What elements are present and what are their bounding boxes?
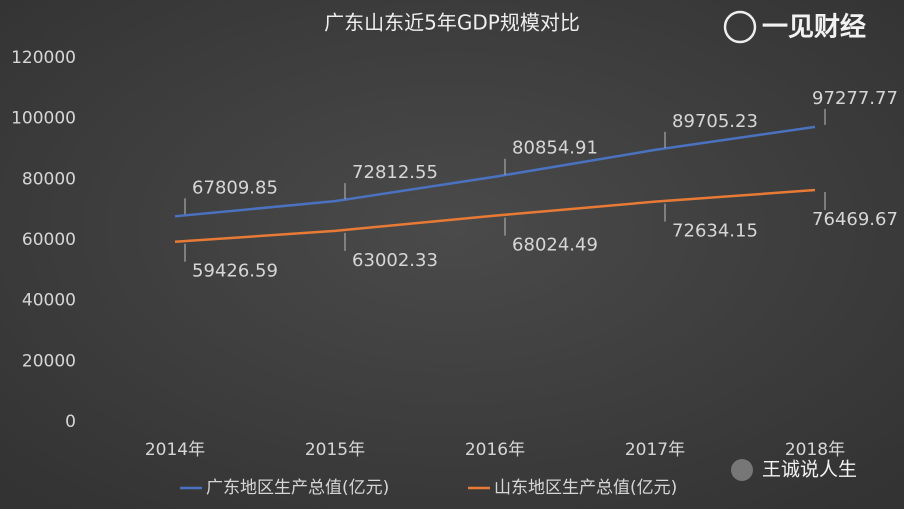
y-tick-label: 120000 (11, 48, 76, 68)
y-tick-label: 100000 (11, 109, 76, 129)
data-label: 67809.85 (192, 177, 278, 198)
chart-title: 广东山东近5年GDP规模对比 (324, 11, 580, 35)
x-tick-label: 2018年 (785, 440, 845, 460)
y-tick-label: 0 (65, 412, 76, 432)
logo-icon (723, 10, 757, 44)
x-tick-label: 2016年 (465, 440, 525, 460)
data-label: 63002.33 (352, 250, 438, 271)
legend-label: 广东地区生产总值(亿元) (206, 478, 389, 498)
x-tick-label: 2014年 (145, 440, 205, 460)
author-text: 王诚说人生 (762, 459, 857, 481)
data-label: 76469.67 (812, 209, 898, 230)
y-tick-label: 40000 (22, 291, 76, 311)
y-tick-label: 20000 (22, 351, 76, 371)
author-icon (731, 459, 753, 481)
y-tick-label: 60000 (22, 230, 76, 250)
data-label: 97277.77 (812, 88, 898, 109)
x-tick-label: 2015年 (305, 440, 365, 460)
data-label: 72812.55 (352, 162, 438, 183)
data-label: 72634.15 (672, 221, 758, 242)
data-label: 89705.23 (672, 111, 758, 132)
series-line (174, 125, 816, 218)
watermark-text: 一见财经 (762, 12, 866, 43)
watermark-logo: 一见财经 (723, 10, 866, 44)
legend-label: 山东地区生产总值(亿元) (494, 478, 677, 498)
series-line (174, 188, 816, 243)
x-tick-label: 2017年 (625, 440, 685, 460)
y-tick-label: 80000 (22, 169, 76, 189)
watermark-author: 王诚说人生 (731, 459, 857, 481)
data-label: 80854.91 (512, 138, 598, 159)
data-label: 68024.49 (512, 235, 598, 256)
data-label: 59426.59 (192, 261, 278, 282)
